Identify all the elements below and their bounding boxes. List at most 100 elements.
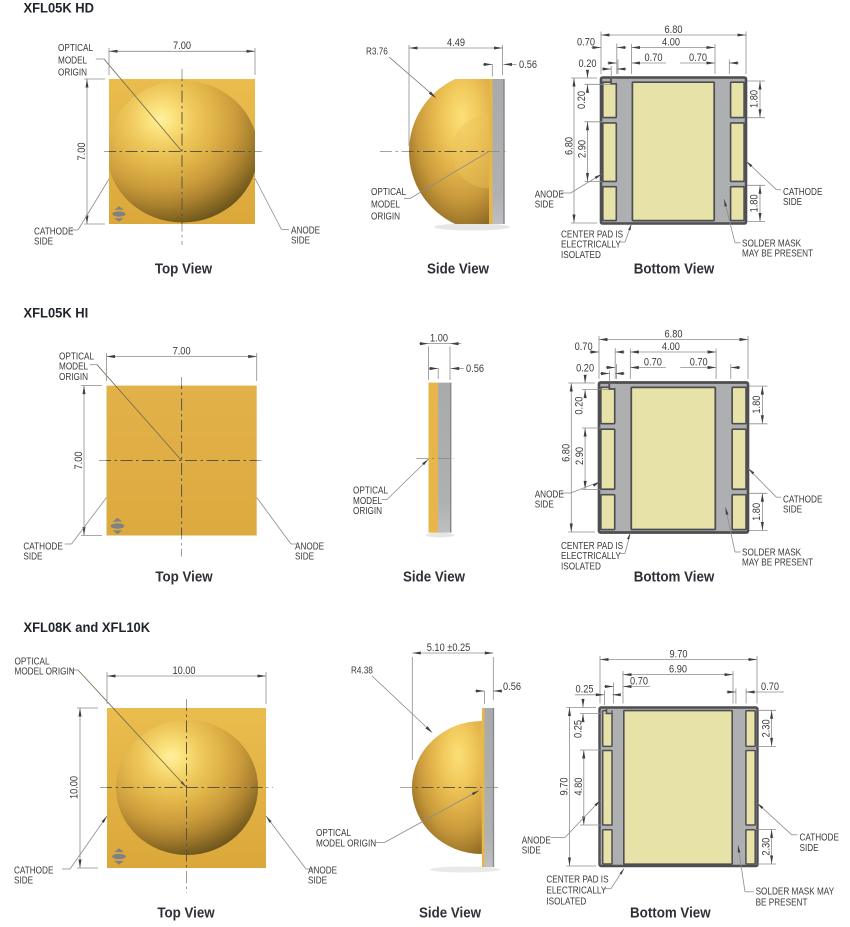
svg-text:4.00: 4.00 bbox=[662, 341, 680, 353]
svg-text:1.80: 1.80 bbox=[749, 194, 761, 212]
svg-text:SOLDER MASK: SOLDER MASK bbox=[742, 547, 801, 558]
svg-text:ELECTRICALLY: ELECTRICALLY bbox=[546, 885, 606, 896]
svg-text:6.80: 6.80 bbox=[665, 329, 683, 341]
svg-text:Side View: Side View bbox=[403, 569, 466, 586]
svg-text:SIDE: SIDE bbox=[535, 199, 554, 210]
svg-text:0.70: 0.70 bbox=[575, 341, 593, 353]
svg-text:7.00: 7.00 bbox=[73, 451, 85, 469]
svg-text:0.20: 0.20 bbox=[576, 363, 594, 375]
svg-text:ELECTRICALLY: ELECTRICALLY bbox=[561, 239, 621, 250]
svg-text:1.80: 1.80 bbox=[751, 395, 763, 413]
svg-text:SOLDER MASK MAY: SOLDER MASK MAY bbox=[756, 886, 835, 897]
svg-text:2.90: 2.90 bbox=[577, 140, 589, 158]
svg-text:SIDE: SIDE bbox=[522, 845, 541, 856]
svg-text:MODEL ORIGIN: MODEL ORIGIN bbox=[15, 666, 75, 677]
svg-text:6.80: 6.80 bbox=[665, 24, 683, 36]
svg-text:OPTICAL: OPTICAL bbox=[59, 351, 94, 362]
svg-text:MODEL ORIGIN: MODEL ORIGIN bbox=[316, 838, 376, 849]
svg-text:SIDE: SIDE bbox=[783, 196, 802, 207]
svg-text:SOLDER MASK: SOLDER MASK bbox=[742, 238, 801, 249]
svg-text:MODEL: MODEL bbox=[371, 199, 400, 210]
svg-text:SIDE: SIDE bbox=[23, 551, 42, 562]
svg-text:0.70: 0.70 bbox=[689, 52, 707, 64]
svg-text:ANODE: ANODE bbox=[535, 189, 564, 200]
svg-text:SIDE: SIDE bbox=[800, 842, 819, 853]
svg-text:CATHODE: CATHODE bbox=[23, 541, 62, 552]
svg-text:6.80: 6.80 bbox=[561, 444, 573, 462]
svg-text:0.20: 0.20 bbox=[574, 396, 586, 414]
svg-text:0.70: 0.70 bbox=[690, 357, 708, 369]
svg-text:R4.38: R4.38 bbox=[351, 665, 373, 676]
svg-text:Side View: Side View bbox=[427, 261, 490, 278]
svg-text:ANODE: ANODE bbox=[308, 865, 337, 876]
svg-text:0.70: 0.70 bbox=[630, 676, 648, 688]
svg-text:SIDE: SIDE bbox=[14, 875, 33, 886]
svg-text:0.56: 0.56 bbox=[466, 363, 484, 375]
svg-text:0.56: 0.56 bbox=[503, 681, 521, 693]
svg-text:9.70: 9.70 bbox=[559, 777, 571, 795]
svg-text:SIDE: SIDE bbox=[308, 875, 327, 886]
svg-text:SIDE: SIDE bbox=[291, 235, 310, 246]
svg-text:OPTICAL: OPTICAL bbox=[353, 485, 388, 496]
svg-text:Top View: Top View bbox=[155, 261, 213, 278]
svg-text:MAY BE PRESENT: MAY BE PRESENT bbox=[742, 557, 813, 568]
svg-text:ORIGIN: ORIGIN bbox=[58, 67, 87, 78]
svg-text:0.20: 0.20 bbox=[576, 91, 588, 109]
svg-text:ORIGIN: ORIGIN bbox=[353, 505, 382, 516]
svg-text:CATHODE: CATHODE bbox=[783, 494, 822, 505]
svg-text:Top View: Top View bbox=[155, 569, 213, 586]
svg-text:Bottom View: Bottom View bbox=[634, 569, 715, 586]
svg-text:OPTICAL: OPTICAL bbox=[58, 42, 93, 53]
svg-text:ANODE: ANODE bbox=[535, 489, 564, 500]
svg-text:1.80: 1.80 bbox=[749, 90, 761, 108]
svg-text:MAY BE PRESENT: MAY BE PRESENT bbox=[742, 248, 813, 259]
svg-text:ANODE: ANODE bbox=[291, 225, 320, 236]
svg-text:SIDE: SIDE bbox=[535, 499, 554, 510]
svg-text:10.00: 10.00 bbox=[172, 665, 195, 677]
svg-text:CENTER PAD IS: CENTER PAD IS bbox=[561, 229, 623, 240]
svg-text:0.70: 0.70 bbox=[761, 681, 779, 693]
svg-text:4.49: 4.49 bbox=[447, 37, 465, 49]
svg-text:OPTICAL: OPTICAL bbox=[371, 186, 406, 197]
svg-text:1.00: 1.00 bbox=[430, 333, 448, 345]
svg-text:4.80: 4.80 bbox=[573, 777, 585, 795]
svg-text:ANODE: ANODE bbox=[295, 541, 324, 552]
svg-text:0.25: 0.25 bbox=[573, 720, 585, 738]
svg-text:7.00: 7.00 bbox=[173, 41, 191, 53]
svg-text:SIDE: SIDE bbox=[783, 504, 802, 515]
svg-text:0.70: 0.70 bbox=[644, 357, 662, 369]
svg-text:CATHODE: CATHODE bbox=[14, 865, 53, 876]
svg-text:0.70: 0.70 bbox=[577, 37, 595, 49]
svg-text:CATHODE: CATHODE bbox=[34, 226, 73, 237]
svg-text:4.00: 4.00 bbox=[662, 37, 680, 49]
svg-text:ISOLATED: ISOLATED bbox=[561, 249, 601, 260]
svg-text:7.00: 7.00 bbox=[76, 142, 88, 160]
svg-text:ISOLATED: ISOLATED bbox=[561, 561, 601, 572]
svg-text:0.70: 0.70 bbox=[645, 52, 663, 64]
svg-text:ANODE: ANODE bbox=[522, 835, 551, 846]
svg-text:MODEL: MODEL bbox=[353, 495, 382, 506]
svg-text:SIDE: SIDE bbox=[295, 551, 314, 562]
svg-text:XFL05K HI: XFL05K HI bbox=[24, 305, 89, 320]
svg-text:ORIGIN: ORIGIN bbox=[371, 211, 400, 222]
svg-text:2.90: 2.90 bbox=[574, 447, 586, 465]
svg-text:2.30: 2.30 bbox=[761, 719, 773, 737]
svg-text:5.10 ±0.25: 5.10 ±0.25 bbox=[427, 642, 471, 654]
svg-text:ELECTRICALLY: ELECTRICALLY bbox=[561, 550, 621, 561]
svg-text:7.00: 7.00 bbox=[173, 346, 191, 358]
svg-text:CATHODE: CATHODE bbox=[800, 832, 839, 843]
svg-text:6.90: 6.90 bbox=[669, 664, 687, 676]
svg-text:CENTER PAD IS: CENTER PAD IS bbox=[561, 540, 623, 551]
svg-text:CENTER PAD IS: CENTER PAD IS bbox=[546, 874, 608, 885]
svg-text:0.25: 0.25 bbox=[576, 684, 594, 696]
svg-text:Bottom View: Bottom View bbox=[630, 905, 711, 922]
svg-text:9.70: 9.70 bbox=[670, 649, 688, 661]
svg-text:Side View: Side View bbox=[419, 905, 482, 922]
svg-text:MODEL: MODEL bbox=[58, 55, 87, 66]
svg-text:Bottom View: Bottom View bbox=[634, 261, 715, 278]
svg-text:0.20: 0.20 bbox=[579, 58, 597, 70]
svg-text:MODEL: MODEL bbox=[59, 361, 88, 372]
svg-text:Top View: Top View bbox=[157, 905, 215, 922]
svg-text:1.80: 1.80 bbox=[751, 503, 763, 521]
svg-text:ISOLATED: ISOLATED bbox=[546, 896, 586, 907]
